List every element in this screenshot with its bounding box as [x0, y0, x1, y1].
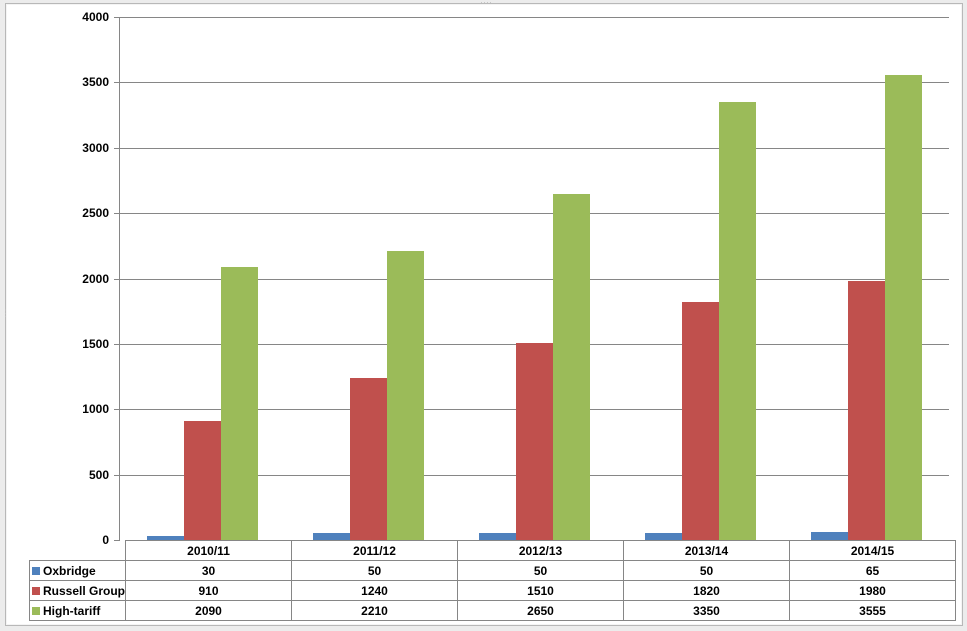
- table-cell: 50: [457, 560, 625, 581]
- bar-oxbridge[interactable]: [644, 533, 682, 540]
- bar-high-tariff[interactable]: [718, 102, 756, 540]
- table-cell: 3350: [623, 600, 791, 621]
- y-tick: [114, 213, 120, 215]
- legend-key-icon: [32, 566, 40, 575]
- table-cell: 65: [789, 560, 957, 581]
- table-row-high-tariff: High-tariff 2090 2210 2650 3350 3555: [28, 600, 957, 621]
- table-row-oxbridge: Oxbridge 30 50 50 50 65: [28, 560, 957, 581]
- y-tick-label: 1500: [82, 336, 109, 351]
- bar-russell-group[interactable]: [681, 302, 719, 540]
- y-tick-label: 3500: [82, 75, 109, 90]
- y-tick-label: 1000: [82, 402, 109, 417]
- data-table-header-row: 2010/11 2011/12 2012/13 2013/14 2014/15: [29, 540, 957, 561]
- bar-high-tariff[interactable]: [884, 75, 922, 540]
- table-cell: 1510: [457, 580, 625, 601]
- table-cell: 1820: [623, 580, 791, 601]
- y-tick: [114, 17, 120, 18]
- y-tick: [114, 409, 120, 411]
- table-row-russell-group: Russell Group 910 1240 1510 1820 1980: [28, 580, 957, 601]
- bar-russell-group[interactable]: [184, 421, 222, 540]
- y-tick-label: 4000: [82, 10, 109, 24]
- category-header: 2014/15: [789, 540, 957, 561]
- y-tick: [114, 82, 120, 84]
- data-table: 2010/11 2011/12 2012/13 2013/14 2014/15 …: [28, 540, 957, 621]
- bar-high-tariff[interactable]: [553, 193, 590, 540]
- y-tick: [114, 147, 120, 149]
- y-tick: [114, 278, 120, 280]
- bar-high-tariff[interactable]: [221, 266, 259, 540]
- legend-key-icon: [32, 606, 40, 615]
- gridline: [120, 17, 949, 18]
- bar-russell-group[interactable]: [350, 377, 388, 540]
- series-label: Oxbridge: [43, 563, 96, 578]
- bar-oxbridge[interactable]: [810, 531, 848, 540]
- table-cell: 30: [125, 560, 293, 581]
- y-tick-label: 3000: [82, 140, 109, 155]
- y-tick-label: 0: [102, 533, 109, 547]
- resize-handle-left[interactable]: ⋮: [1, 308, 10, 318]
- resize-handle-top[interactable]: ····: [480, 0, 492, 7]
- category-header: 2011/12: [291, 540, 459, 561]
- plot-area: [114, 17, 949, 541]
- bar-russell-group[interactable]: [847, 281, 885, 540]
- series-label: Russell Group: [43, 583, 126, 598]
- y-tick: [114, 343, 120, 345]
- table-cell: 910: [125, 580, 293, 601]
- y-tick: [114, 474, 120, 476]
- category-header: 2013/14: [623, 540, 791, 561]
- bar-high-tariff[interactable]: [387, 251, 425, 540]
- bar-oxbridge[interactable]: [147, 536, 185, 540]
- category-header: 2012/13: [457, 540, 625, 561]
- y-tick-label: 500: [88, 467, 109, 482]
- table-cell: 50: [623, 560, 791, 581]
- gridline: [120, 213, 949, 215]
- gridline: [120, 278, 949, 280]
- table-cell: 2650: [457, 600, 625, 621]
- gridline: [120, 82, 949, 84]
- table-cell: 1240: [291, 580, 459, 601]
- table-cell: 2210: [291, 600, 459, 621]
- table-cell: 1980: [789, 580, 957, 601]
- gridline: [120, 147, 949, 149]
- y-tick-label: 2500: [82, 206, 109, 221]
- legend-key-icon: [32, 586, 40, 595]
- category-header: 2010/11: [125, 540, 293, 561]
- table-cell: 2090: [125, 600, 293, 621]
- table-cell: 50: [291, 560, 459, 581]
- series-label: High-tariff: [43, 603, 101, 618]
- bar-russell-group[interactable]: [516, 342, 553, 540]
- bar-oxbridge[interactable]: [313, 533, 351, 540]
- y-tick-label: 2000: [82, 271, 109, 286]
- table-cell: 3555: [789, 600, 957, 621]
- bar-oxbridge[interactable]: [479, 533, 516, 540]
